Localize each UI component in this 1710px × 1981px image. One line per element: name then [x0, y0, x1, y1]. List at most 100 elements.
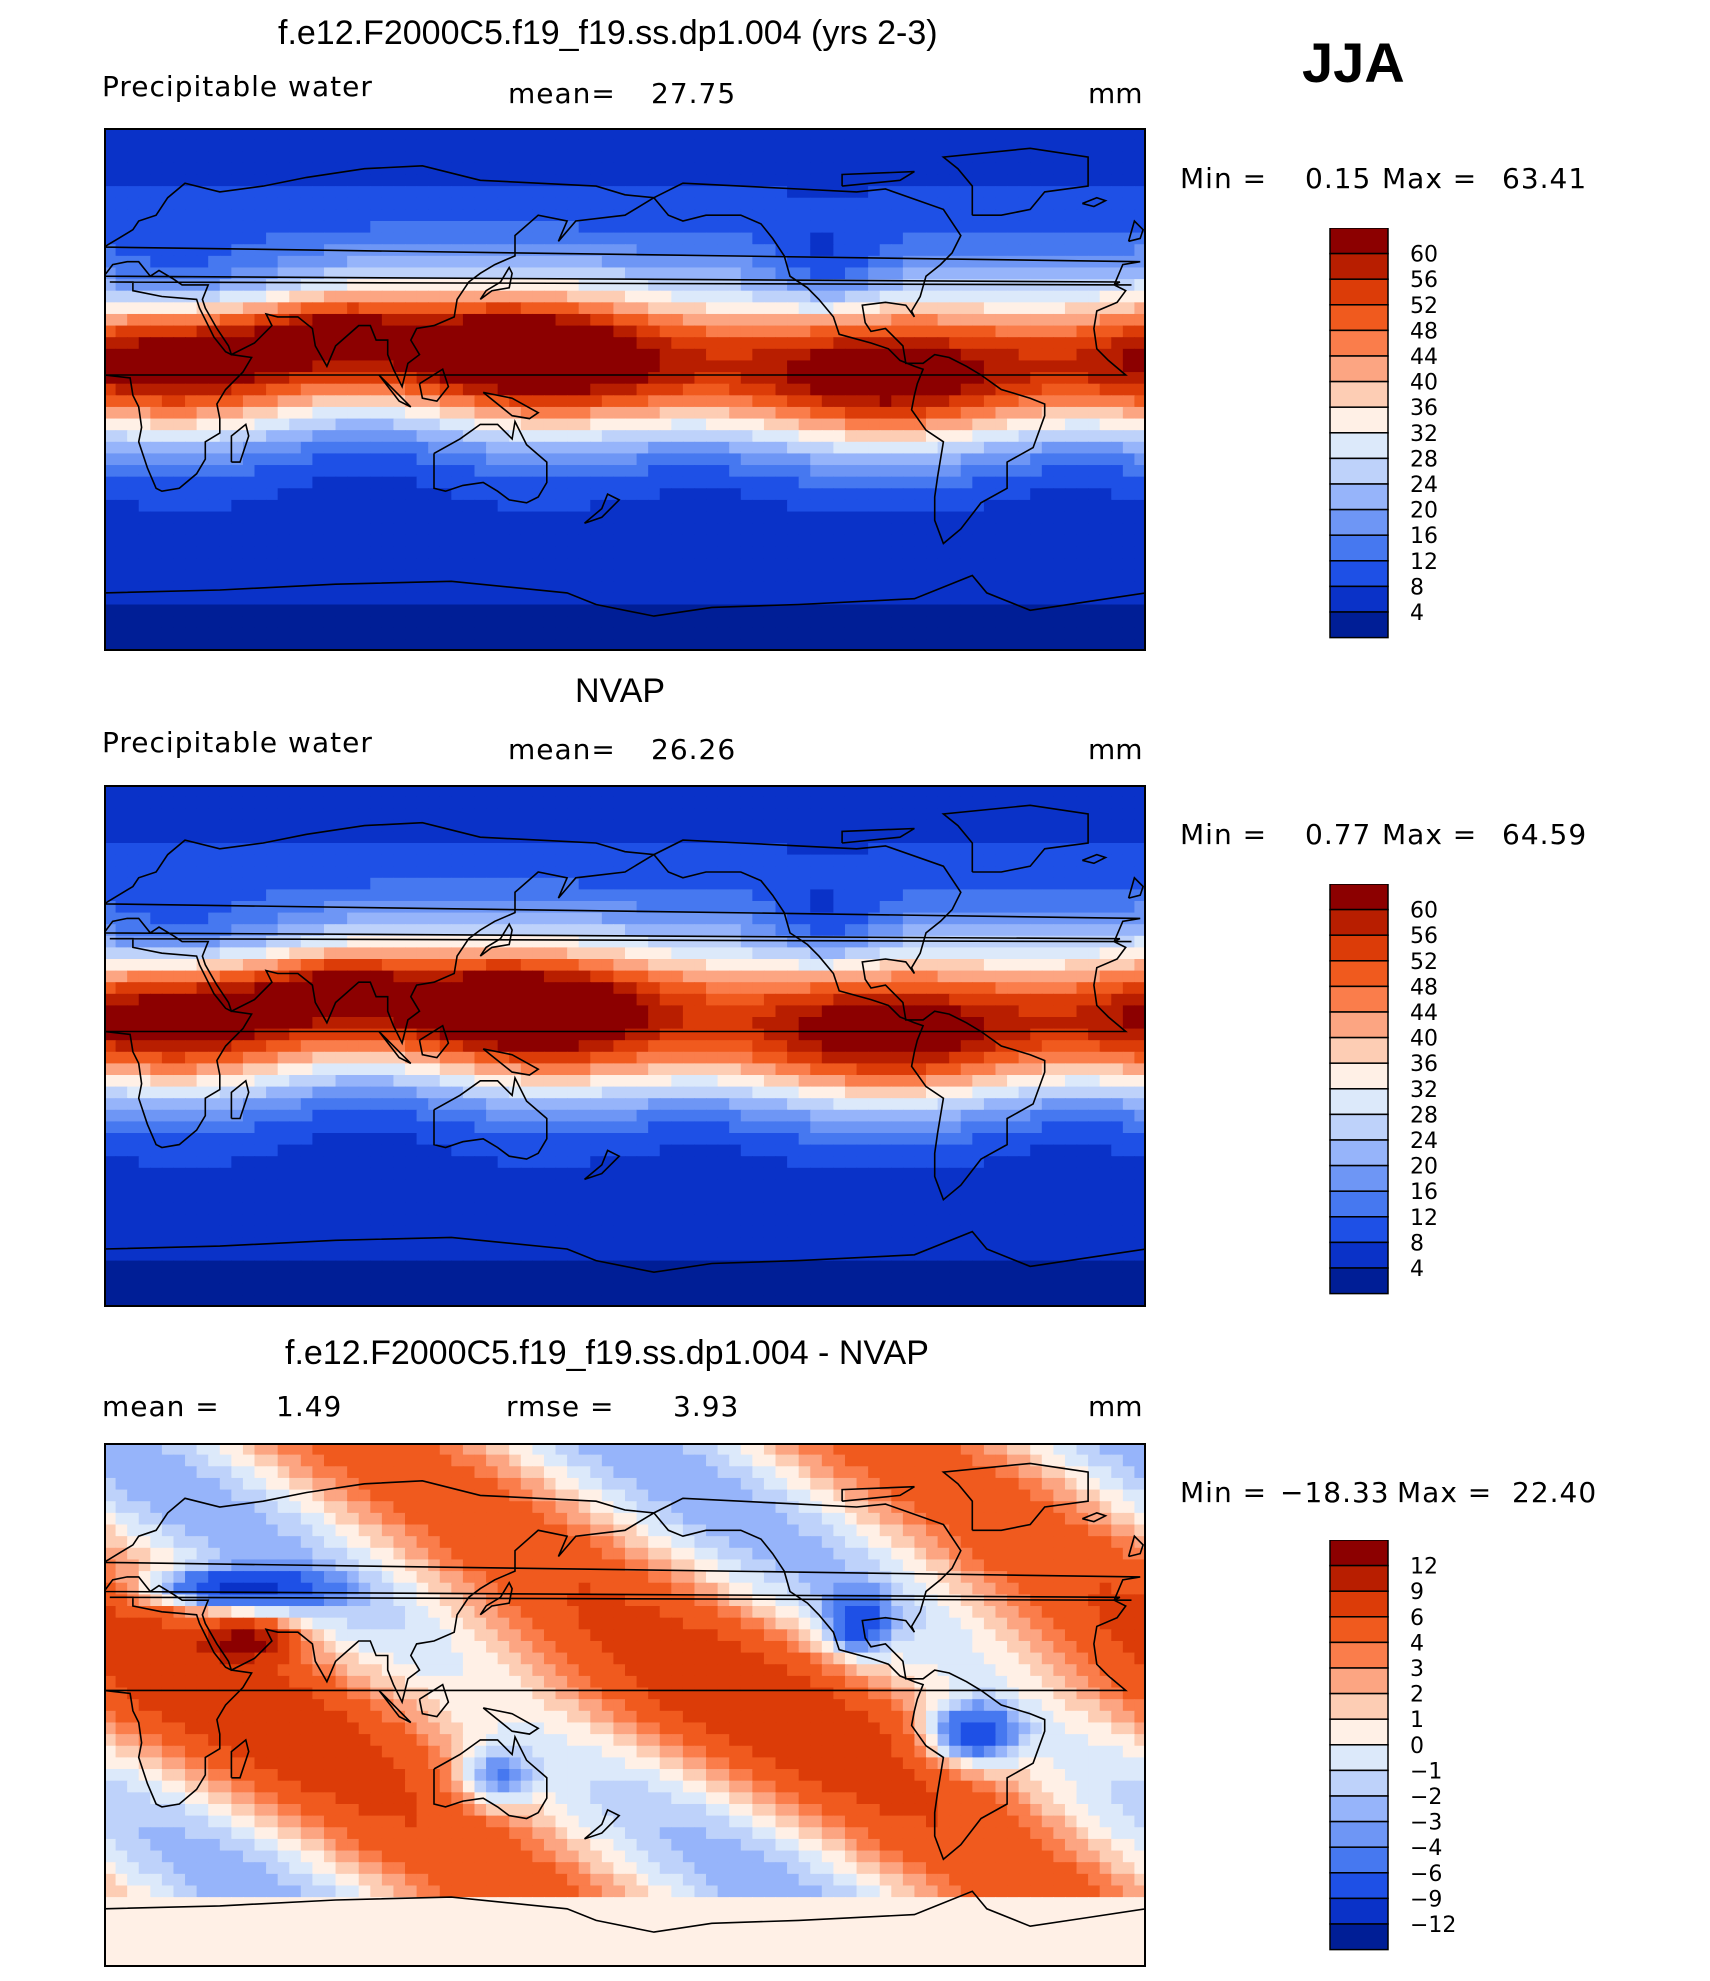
grid-cell: [439, 785, 452, 798]
grid-cell: [740, 569, 753, 582]
grid-cell: [231, 418, 244, 431]
grid-cell: [879, 186, 892, 199]
grid-cell: [127, 889, 140, 902]
grid-cell: [937, 488, 950, 501]
grid-cell: [312, 430, 325, 443]
grid-cell: [161, 174, 175, 187]
grid-cell: [115, 406, 128, 420]
grid-cell: [104, 819, 117, 832]
grid-cell: [161, 395, 175, 408]
grid-cell: [335, 604, 348, 617]
grid-cell: [462, 581, 476, 594]
grid-cell: [312, 232, 325, 245]
grid-cell: [127, 854, 140, 867]
grid-cell: [1088, 337, 1101, 350]
grid-cell: [543, 395, 557, 408]
grid-cell: [601, 128, 615, 141]
grid-cell: [775, 581, 788, 594]
grid-cell: [439, 558, 452, 571]
grid-cell: [706, 889, 719, 902]
grid-cell: [694, 313, 707, 327]
grid-cell: [161, 796, 175, 809]
grid-cell: [1018, 290, 1031, 303]
grid-cell: [416, 604, 429, 617]
grid-cell: [798, 453, 811, 466]
grid-cell: [381, 843, 395, 856]
grid-cell: [659, 197, 672, 210]
grid-cell: [983, 325, 997, 338]
grid-cell: [1030, 581, 1043, 594]
grid-cell: [983, 476, 997, 489]
grid-cell: [949, 279, 962, 292]
grid-cell: [555, 534, 568, 547]
grid-cell: [381, 627, 395, 640]
grid-cell: [474, 186, 487, 199]
colorbar-swatch: [1329, 483, 1389, 511]
grid-cell: [289, 255, 302, 269]
grid-cell: [185, 534, 198, 547]
grid-cell: [555, 558, 568, 571]
grid-cell: [613, 523, 626, 536]
grid-cell: [127, 819, 140, 832]
grid-cell: [358, 209, 371, 222]
grid-cell: [868, 128, 881, 141]
grid-cell: [300, 796, 313, 809]
grid-cell: [381, 831, 395, 844]
grid-cell: [868, 558, 881, 571]
grid-cell: [671, 360, 684, 373]
grid-cell: [752, 290, 765, 303]
grid-cell: [497, 372, 510, 385]
grid-cell: [474, 360, 487, 373]
grid-cell: [567, 627, 580, 640]
grid-cell: [636, 383, 649, 396]
grid-cell: [1053, 128, 1066, 141]
grid-cell: [648, 546, 661, 559]
grid-cell: [393, 418, 406, 431]
grid-cell: [590, 139, 603, 152]
grid-cell: [659, 581, 672, 594]
grid-cell: [312, 558, 325, 571]
grid-cell: [671, 174, 684, 187]
grid-cell: [428, 418, 441, 431]
grid-cell: [1041, 465, 1054, 478]
grid-cell: [601, 406, 615, 420]
grid-cell: [486, 313, 499, 327]
grid-cell: [636, 488, 649, 501]
grid-cell: [914, 808, 927, 821]
grid-cell: [625, 267, 638, 280]
grid-cell: [266, 395, 279, 408]
grid-cell: [543, 831, 557, 844]
grid-cell: [740, 348, 753, 362]
grid-cell: [949, 854, 962, 867]
grid-cell: [150, 476, 163, 489]
grid-cell: [798, 139, 811, 152]
grid-cell: [1122, 139, 1136, 152]
grid-cell: [312, 785, 325, 798]
grid-cell: [740, 523, 753, 536]
grid-cell: [833, 162, 846, 176]
grid-cell: [104, 639, 117, 651]
grid-cell: [740, 302, 753, 315]
grid-cell: [150, 162, 163, 176]
grid-cell: [242, 534, 256, 547]
grid-cell: [231, 209, 244, 222]
grid-cell: [798, 162, 811, 176]
grid-cell: [1018, 627, 1031, 640]
grid-cell: [694, 546, 707, 559]
grid-cell: [509, 534, 522, 547]
grid-cell: [578, 279, 591, 292]
grid-cell: [578, 854, 591, 867]
grid-cell: [636, 499, 649, 513]
grid-cell: [335, 523, 348, 536]
grid-cell: [659, 360, 672, 373]
grid-cell: [821, 465, 834, 478]
grid-cell: [254, 418, 267, 431]
grid-cell: [879, 279, 892, 292]
grid-cell: [127, 395, 140, 408]
grid-cell: [543, 139, 557, 152]
grid-cell: [590, 418, 603, 431]
grid-cell: [798, 441, 811, 455]
grid-cell: [590, 395, 603, 408]
grid-cell: [1076, 128, 1089, 141]
grid-cell: [983, 877, 997, 890]
